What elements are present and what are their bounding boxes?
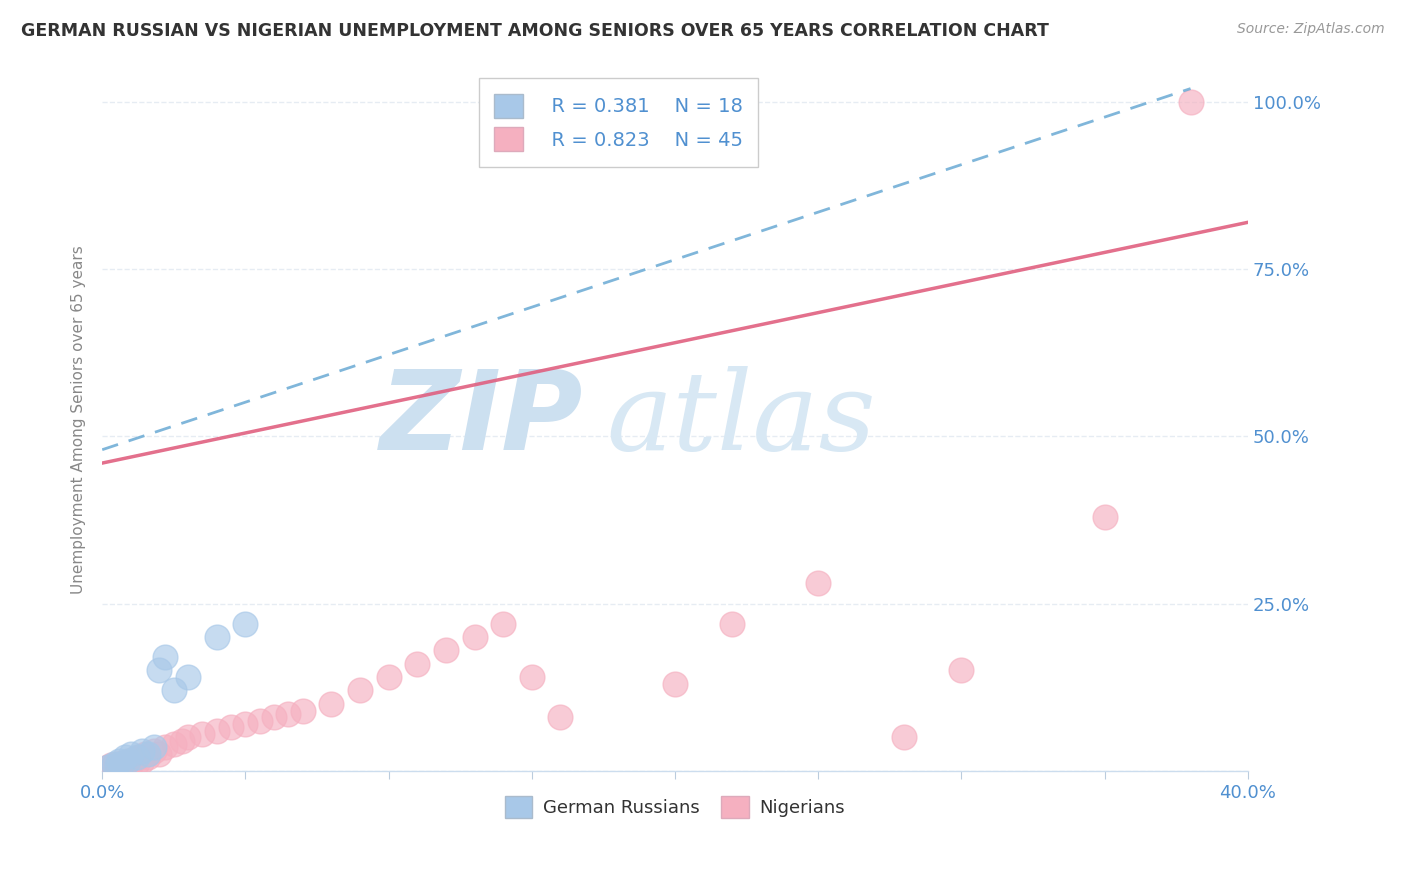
Point bbox=[191, 727, 214, 741]
Text: ZIP: ZIP bbox=[380, 366, 583, 473]
Point bbox=[131, 744, 153, 758]
Point bbox=[464, 630, 486, 644]
Point bbox=[177, 670, 200, 684]
Point bbox=[111, 756, 134, 770]
Point bbox=[134, 747, 156, 761]
Point bbox=[114, 758, 136, 772]
Point bbox=[163, 683, 186, 698]
Point bbox=[108, 759, 131, 773]
Point bbox=[131, 754, 153, 768]
Point bbox=[291, 704, 314, 718]
Point bbox=[406, 657, 429, 671]
Point bbox=[122, 752, 145, 766]
Point bbox=[277, 706, 299, 721]
Point bbox=[125, 750, 148, 764]
Point bbox=[172, 733, 194, 747]
Point bbox=[893, 731, 915, 745]
Point bbox=[114, 750, 136, 764]
Point bbox=[105, 757, 128, 772]
Point bbox=[97, 760, 120, 774]
Point bbox=[142, 740, 165, 755]
Point bbox=[125, 756, 148, 770]
Point bbox=[321, 697, 343, 711]
Point bbox=[155, 650, 177, 665]
Point bbox=[100, 758, 122, 772]
Point bbox=[664, 677, 686, 691]
Point bbox=[205, 723, 228, 738]
Point bbox=[103, 762, 125, 776]
Text: atlas: atlas bbox=[606, 366, 876, 474]
Point bbox=[117, 754, 139, 768]
Point bbox=[807, 576, 830, 591]
Point bbox=[128, 750, 150, 764]
Point bbox=[103, 757, 125, 772]
Point bbox=[136, 747, 159, 761]
Point bbox=[1094, 509, 1116, 524]
Point bbox=[1180, 95, 1202, 109]
Point bbox=[105, 758, 128, 772]
Point bbox=[142, 744, 165, 758]
Point bbox=[235, 616, 257, 631]
Point bbox=[148, 747, 170, 761]
Point bbox=[108, 754, 131, 768]
Point bbox=[177, 731, 200, 745]
Point bbox=[136, 750, 159, 764]
Point bbox=[111, 757, 134, 772]
Point bbox=[235, 717, 257, 731]
Point bbox=[249, 714, 271, 728]
Point bbox=[120, 747, 142, 761]
Point bbox=[377, 670, 399, 684]
Point bbox=[349, 683, 371, 698]
Text: Source: ZipAtlas.com: Source: ZipAtlas.com bbox=[1237, 22, 1385, 37]
Point bbox=[155, 740, 177, 755]
Y-axis label: Unemployment Among Seniors over 65 years: Unemployment Among Seniors over 65 years bbox=[72, 245, 86, 594]
Point bbox=[120, 757, 142, 772]
Point bbox=[97, 760, 120, 774]
Point bbox=[492, 616, 515, 631]
Point bbox=[163, 737, 186, 751]
Point bbox=[219, 720, 242, 734]
Text: GERMAN RUSSIAN VS NIGERIAN UNEMPLOYMENT AMONG SENIORS OVER 65 YEARS CORRELATION : GERMAN RUSSIAN VS NIGERIAN UNEMPLOYMENT … bbox=[21, 22, 1049, 40]
Point bbox=[950, 664, 973, 678]
Point bbox=[263, 710, 285, 724]
Point bbox=[117, 754, 139, 768]
Point bbox=[520, 670, 543, 684]
Point bbox=[434, 643, 457, 657]
Legend: German Russians, Nigerians: German Russians, Nigerians bbox=[498, 789, 852, 825]
Point bbox=[721, 616, 744, 631]
Point bbox=[205, 630, 228, 644]
Point bbox=[148, 664, 170, 678]
Point bbox=[550, 710, 572, 724]
